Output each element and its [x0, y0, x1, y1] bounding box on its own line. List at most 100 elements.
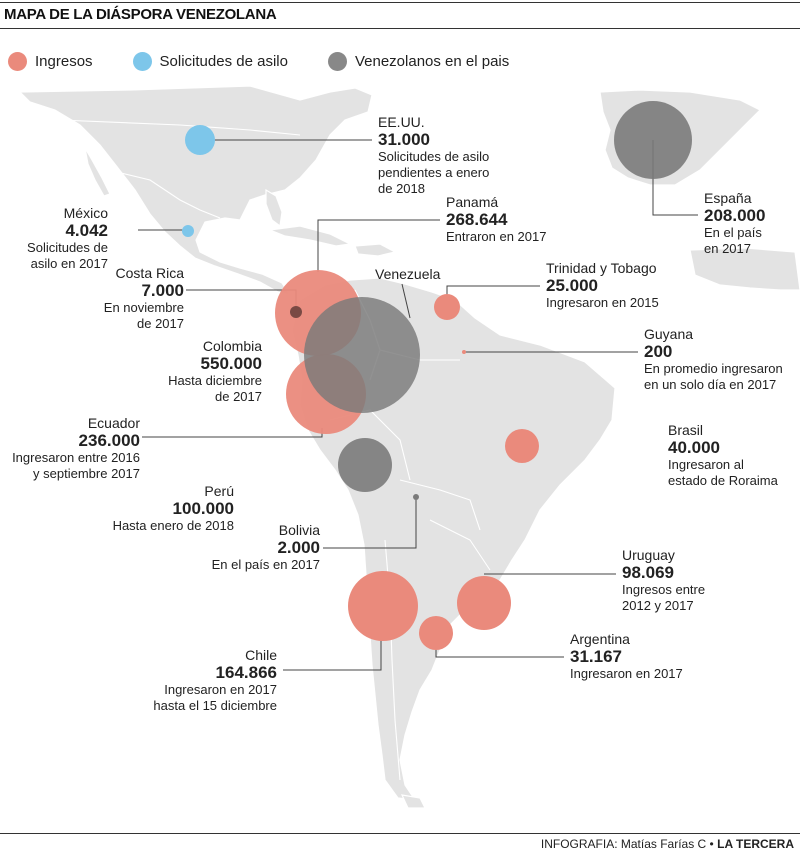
- colombia-value: 550.000: [200, 354, 262, 373]
- uruguay-value: 98.069: [622, 563, 674, 582]
- guyana-desc-2: en un solo día en 2017: [644, 377, 777, 392]
- chile-value: 164.866: [215, 663, 277, 682]
- circle-guyana: [462, 350, 466, 354]
- espana-desc-2: en 2017: [704, 241, 751, 256]
- legend-swatch-venezolanos: [327, 52, 347, 71]
- legend-item-asilo: Solicitudes de asilo: [132, 52, 288, 71]
- argentina-desc-1: Ingresaron en 2017: [570, 666, 683, 681]
- label-espana: España 208.000 En el país en 2017: [704, 190, 765, 257]
- leader-argentina: [435, 633, 564, 658]
- espana-name: España: [704, 190, 752, 206]
- label-venezuela: Venezuela: [375, 266, 440, 282]
- guyana-desc-1: En promedio ingresaron: [644, 361, 783, 376]
- bolivia-value: 2.000: [277, 538, 320, 557]
- ecuador-desc-1: Ingresaron entre 2016: [12, 450, 140, 465]
- border-usa-mexico: [99, 167, 221, 219]
- circle-mexico: [182, 225, 194, 237]
- cuba-land: [267, 225, 352, 247]
- leader-trinidad: [446, 285, 540, 307]
- credit-author: INFOGRAFIA: Matías Farías C •: [540, 837, 714, 851]
- peru-desc-1: Hasta enero de 2018: [112, 518, 234, 533]
- chile-desc-2: hasta el 15 diciembre: [153, 698, 277, 713]
- ecuador-name: Ecuador: [87, 415, 140, 431]
- mexico-desc-2: asilo en 2017: [30, 256, 108, 271]
- brasil-desc-1: Ingresaron al: [668, 457, 744, 472]
- colombia-desc-1: Hasta diciembre: [168, 373, 262, 388]
- leader-chile: [283, 640, 382, 671]
- label-argentina: Argentina 31.167 Ingresaron en 2017: [570, 631, 683, 682]
- legend-swatch-asilo: [132, 52, 152, 71]
- brasil-name: Brasil: [668, 422, 704, 438]
- uruguay-name: Uruguay: [622, 547, 675, 563]
- leader-bolivia: [323, 497, 417, 549]
- leader-ecuador: [142, 428, 323, 438]
- circle-espana: [614, 101, 692, 179]
- legend-label-venezolanos: Venezolanos en el pais: [354, 53, 510, 70]
- argentina-name: Argentina: [570, 631, 630, 647]
- circle-peru: [338, 438, 392, 492]
- argentina-value: 31.167: [570, 647, 622, 666]
- africa-land: [689, 247, 800, 291]
- label-colombia: Colombia 550.000 Hasta diciembre de 2017: [168, 338, 262, 405]
- eeuu-name: EE.UU.: [378, 114, 425, 130]
- legend-item-ingresos: Ingresos: [8, 52, 93, 71]
- colombia-name: Colombia: [202, 338, 262, 354]
- map-title: MAPA DE LA DIÁSPORA VENEZOLANA: [4, 6, 277, 23]
- bolivia-desc-1: En el país en 2017: [211, 557, 320, 572]
- top-rule: [0, 2, 800, 3]
- border-bolivia: [399, 479, 481, 531]
- bolivia-name: Bolivia: [278, 522, 320, 538]
- label-eeuu: EE.UU. 31.000 Solicitudes de asilo pendi…: [378, 114, 489, 197]
- credit-line: INFOGRAFIA: Matías Farías C • LA TERCERA: [541, 837, 794, 851]
- trinidad-value: 25.000: [546, 276, 598, 295]
- costa-rica-desc-2: de 2017: [137, 316, 184, 331]
- costa-rica-value: 7.000: [141, 281, 184, 300]
- label-guyana: Guyana 200 En promedio ingresaron en un …: [644, 326, 783, 393]
- mexico-desc-1: Solicitudes de: [27, 240, 108, 255]
- label-uruguay: Uruguay 98.069 Ingresos entre 2012 y 201…: [622, 547, 705, 614]
- chile-name: Chile: [245, 647, 277, 663]
- leader-venezuela: [401, 283, 411, 319]
- credit-brand: LA TERCERA: [717, 837, 794, 851]
- circle-uruguay: [457, 576, 511, 630]
- legend-item-venezolanos: Venezolanos en el pais: [327, 52, 510, 71]
- label-brasil: Brasil 40.000 Ingresaron al estado de Ro…: [668, 422, 778, 489]
- costa-rica-name: Costa Rica: [115, 265, 184, 281]
- label-chile: Chile 164.866 Ingresaron en 2017 hasta e…: [153, 647, 277, 714]
- title-rule: [0, 28, 800, 29]
- ecuador-value: 236.000: [78, 431, 140, 450]
- label-mexico: México 4.042 Solicitudes de asilo en 201…: [27, 205, 108, 272]
- florida-land: [265, 188, 283, 228]
- circle-trinidad: [434, 294, 460, 320]
- legend: Ingresos Solicitudes de asilo Venezolano…: [8, 52, 537, 71]
- label-ecuador: Ecuador 236.000 Ingresaron entre 2016 y …: [12, 415, 140, 482]
- guyana-name: Guyana: [644, 326, 694, 342]
- trinidad-desc-1: Ingresaron en 2015: [546, 295, 659, 310]
- circle-eeuu: [185, 125, 215, 155]
- eeuu-value: 31.000: [378, 130, 430, 149]
- chile-desc-1: Ingresaron en 2017: [164, 682, 277, 697]
- circle-bolivia: [413, 494, 419, 500]
- ecuador-desc-2: y septiembre 2017: [33, 466, 140, 481]
- costa-rica-desc-1: En noviembre: [103, 300, 184, 315]
- panama-value: 268.644: [446, 210, 508, 229]
- peru-value: 100.000: [172, 499, 234, 518]
- colombia-desc-2: de 2017: [215, 389, 262, 404]
- border-us-canada: [59, 119, 301, 136]
- border-paraguay: [429, 519, 491, 571]
- espana-value: 208.000: [704, 206, 766, 225]
- legend-label-ingresos: Ingresos: [35, 53, 93, 70]
- espana-desc-1: En el país: [704, 225, 762, 240]
- eeuu-desc-2: pendientes a enero: [378, 165, 490, 180]
- uruguay-desc-2: 2012 y 2017: [622, 598, 694, 613]
- circle-argentina: [419, 616, 453, 650]
- legend-label-asilo: Solicitudes de asilo: [159, 53, 288, 70]
- label-trinidad: Trinidad y Tobago 25.000 Ingresaron en 2…: [546, 260, 659, 311]
- label-bolivia: Bolivia 2.000 En el país en 2017: [212, 522, 320, 573]
- data-circles: [182, 101, 692, 650]
- leader-panama: [317, 219, 440, 272]
- hispaniola-land: [354, 243, 397, 257]
- eeuu-desc-1: Solicitudes de asilo: [378, 149, 490, 164]
- mexico-name: México: [63, 205, 108, 221]
